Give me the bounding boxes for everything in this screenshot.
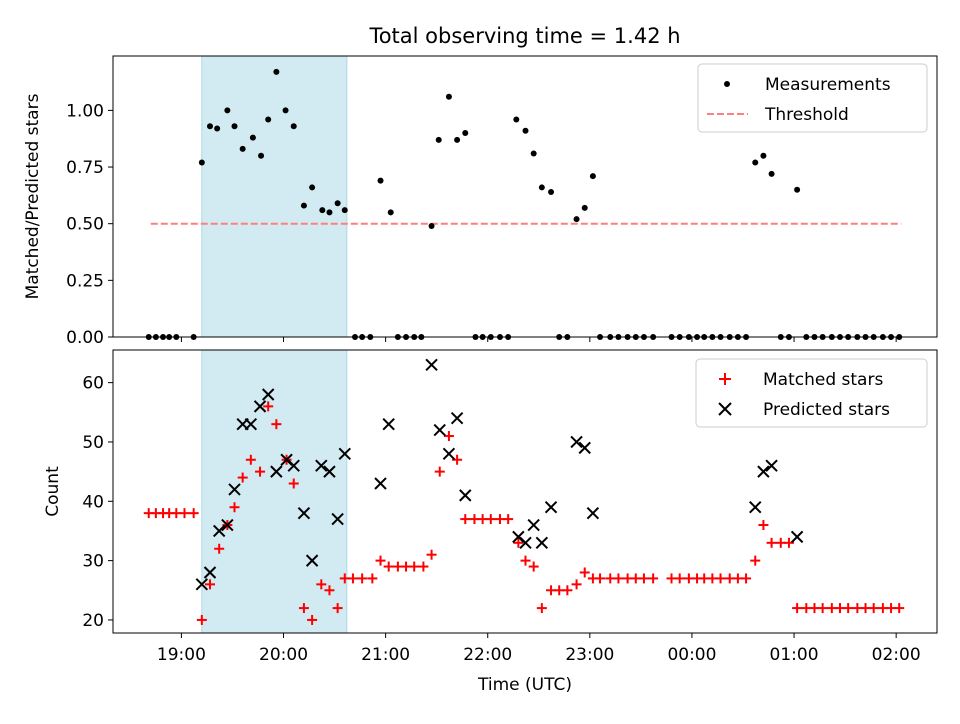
measurement-point (462, 130, 468, 136)
measurement-point (273, 69, 279, 75)
measurement-point (531, 150, 537, 156)
measurement-point (342, 207, 348, 213)
x-tick-label: 23:00 (565, 645, 614, 665)
measurement-point (291, 123, 297, 129)
legend-label-threshold: Threshold (764, 105, 849, 125)
x-tick-label: 22:00 (463, 645, 512, 665)
x-tick-label: 01:00 (770, 645, 819, 665)
measurement-point (760, 153, 766, 159)
bottom-y-axis-label: Count (43, 466, 63, 517)
x-axis-label: Time (UTC) (477, 675, 572, 695)
x-tick-label: 02:00 (872, 645, 921, 665)
measurement-point (283, 107, 289, 113)
measurement-point (214, 126, 220, 132)
y-tick-label: 0.25 (66, 271, 104, 291)
measurement-point (378, 178, 384, 184)
measurement-point (523, 128, 529, 134)
legend-label-predicted: Predicted stars (763, 400, 890, 420)
measurement-point (240, 146, 246, 152)
chart: Total observing time = 1.42 h 0.00 0.25 0.… (0, 0, 960, 720)
y-tick-label: 0.50 (66, 215, 104, 235)
bottom-legend: Matched stars Predicted stars (696, 359, 927, 427)
legend-label-matched: Matched stars (763, 370, 883, 390)
y-tick-label: 30 (82, 552, 104, 572)
top-legend: Measurements Threshold (698, 64, 927, 132)
measurement-point (582, 205, 588, 211)
measurement-point (388, 209, 394, 215)
highlight-span-top (202, 56, 347, 337)
measurement-point (319, 207, 325, 213)
measurement-point (207, 123, 213, 129)
measurement-point (258, 153, 264, 159)
measurement-point (309, 184, 315, 190)
measurement-point (539, 184, 545, 190)
measurement-point (794, 187, 800, 193)
chart-title: Total observing time = 1.42 h (368, 24, 680, 48)
measurement-point (429, 223, 435, 229)
measurement-point (590, 173, 596, 179)
measurement-point (436, 137, 442, 143)
x-tick-label: 20:00 (259, 645, 308, 665)
measurement-point (548, 189, 554, 195)
y-tick-label: 60 (82, 374, 104, 394)
top-y-axis-label: Matched/Predicted stars (23, 93, 43, 299)
y-tick-label: 0.75 (66, 158, 104, 178)
measurement-point (224, 107, 230, 113)
measurement-point (265, 116, 271, 122)
measurement-point (769, 171, 775, 177)
y-tick-label: 50 (82, 433, 104, 453)
y-tick-label: 20 (82, 611, 104, 631)
y-tick-label: 40 (82, 492, 104, 512)
y-tick-label: 0.00 (66, 328, 104, 348)
measurement-point (250, 135, 256, 141)
measurement-point (574, 216, 580, 222)
measurement-point (335, 200, 341, 206)
y-tick-label: 1.00 (66, 101, 104, 121)
x-tick-label: 00:00 (667, 645, 716, 665)
measurement-point (301, 203, 307, 209)
measurement-point (446, 94, 452, 100)
measurement-point (752, 160, 758, 166)
legend-label-measurements: Measurements (765, 75, 891, 95)
x-tick-label: 21:00 (361, 645, 410, 665)
measurement-point (454, 137, 460, 143)
measurement-point (199, 160, 205, 166)
measurement-point (326, 209, 332, 215)
measurement-point (513, 116, 519, 122)
x-tick-label: 19:00 (157, 645, 206, 665)
legend-dot-marker (724, 81, 730, 87)
measurement-point (232, 123, 238, 129)
